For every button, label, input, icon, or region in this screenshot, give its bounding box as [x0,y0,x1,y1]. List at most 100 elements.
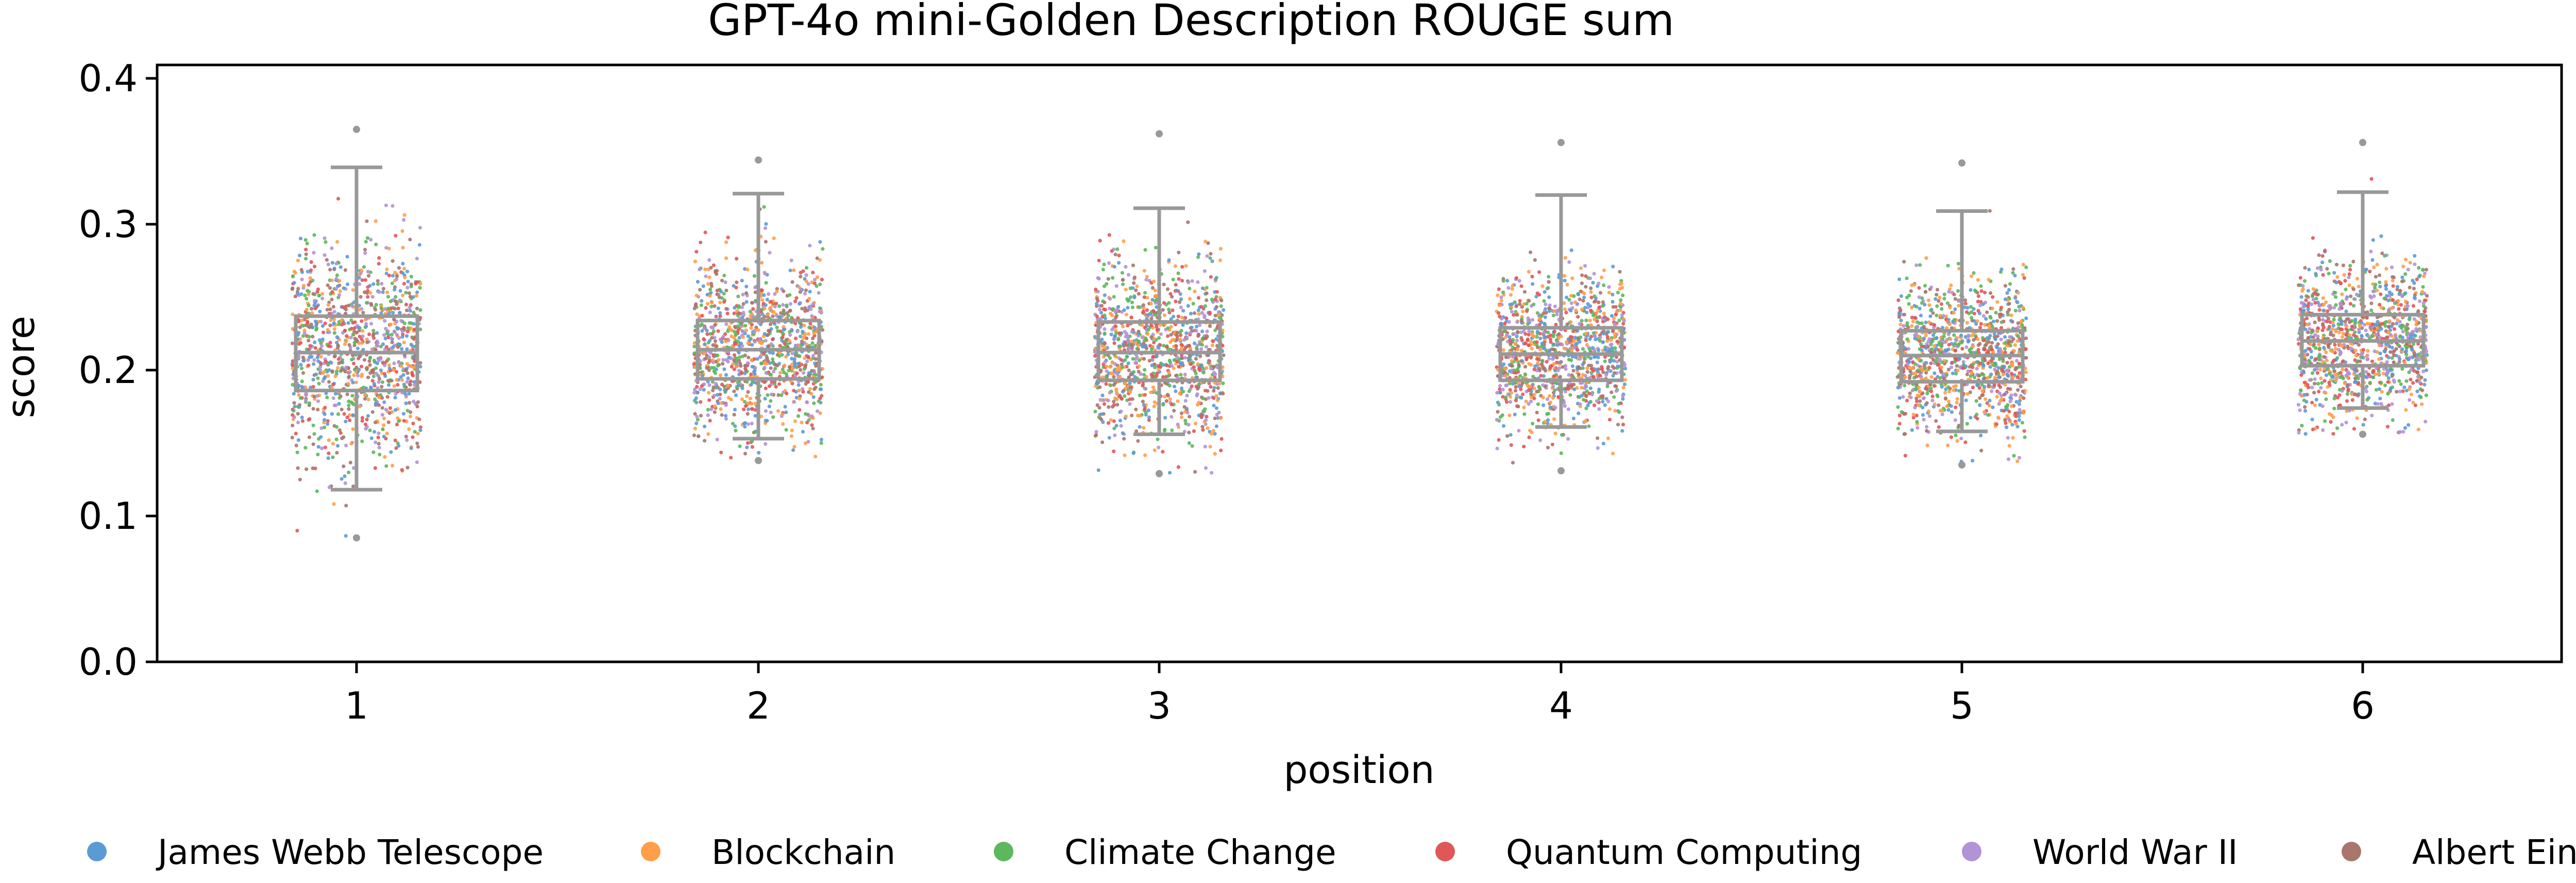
strip-point [1199,414,1203,418]
strip-point [1119,396,1123,401]
strip-point [1612,366,1616,370]
strip-point [324,240,328,244]
strip-point [402,321,407,325]
strip-point [1543,335,1547,340]
strip-point [366,274,371,278]
strip-point [1167,358,1172,363]
strip-point [402,266,406,271]
strip-point [311,335,315,339]
strip-point [712,365,716,370]
strip-point [1193,289,1197,294]
strip-point [1144,346,1149,351]
strip-point [1597,407,1601,411]
strip-point [1207,396,1211,400]
strip-point [1181,309,1185,313]
strip-point [707,275,711,279]
strip-point [1532,368,1536,372]
strip-point [1587,424,1591,428]
strip-point [1174,299,1178,304]
strip-point [2017,456,2022,460]
strip-point [804,279,808,284]
strip-point [753,414,757,418]
strip-point [1616,364,1620,369]
strip-point [768,322,773,326]
strip-point [732,389,736,393]
strip-point [351,380,355,385]
strip-point [1215,290,1219,294]
strip-point [1553,304,1557,309]
strip-point [406,279,410,284]
strip-point [1176,271,1180,275]
strip-point [408,294,413,299]
strip-point [1934,419,1938,423]
strip-point [794,395,799,400]
strip-point [1551,357,1555,361]
strip-point [1219,437,1224,441]
strip-point [1094,433,1098,437]
strip-point [1571,416,1575,421]
strip-point [1196,334,1200,338]
strip-point [1570,335,1574,339]
strip-point [1589,295,1594,299]
strip-point [347,375,351,379]
strip-point [1155,354,1159,358]
strip-point [1095,314,1099,319]
strip-point [1546,411,1550,416]
strip-point [1496,293,1500,297]
strip-point [1501,388,1505,392]
strip-point [348,370,352,374]
strip-point [1595,360,1599,364]
strip-point [1172,409,1176,413]
strip-point [1150,286,1155,290]
strip-point [382,435,386,439]
strip-point [806,282,810,286]
strip-point [1162,282,1166,287]
strip-point [325,258,329,262]
strip-point [1621,322,1625,326]
strip-point [1144,336,1148,340]
strip-point [767,344,771,348]
strip-point [1509,433,1513,437]
strip-point [1523,364,1528,369]
strip-point [290,287,295,291]
strip-point [713,304,717,308]
strip-point [328,341,332,345]
strip-point [366,270,370,274]
strip-point [724,307,728,311]
strip-point [762,332,767,336]
strip-point [736,294,740,298]
strip-point [1209,385,1213,389]
strip-point [397,419,401,423]
strip-point [737,359,741,363]
strip-point [1569,339,1573,343]
strip-point [721,335,725,339]
strip-point [806,440,810,444]
strip-point [1220,313,1224,317]
strip-point [377,290,381,294]
strip-point [713,339,718,343]
strip-point [334,277,338,281]
strip-point [398,298,402,303]
strip-point [724,240,728,244]
strip-point [404,435,408,439]
strip-point [1613,346,1617,351]
strip-point [1113,334,1117,338]
strip-point [1202,315,1207,320]
strip-point [750,402,754,406]
strip-point [1208,310,1212,315]
strip-point [393,288,397,292]
strip-point [1194,421,1198,426]
strip-point [1130,413,1134,418]
strip-point [698,387,702,391]
strip-point [380,380,385,384]
strip-point [1124,265,1128,269]
strip-point [411,435,415,439]
strip-point [720,413,724,417]
strip-point [399,319,403,323]
strip-point [1608,418,1612,422]
strip-point [790,362,794,366]
strip-point [328,360,332,364]
strip-point [1114,284,1118,288]
strip-point [789,258,793,262]
strip-point [745,441,750,445]
